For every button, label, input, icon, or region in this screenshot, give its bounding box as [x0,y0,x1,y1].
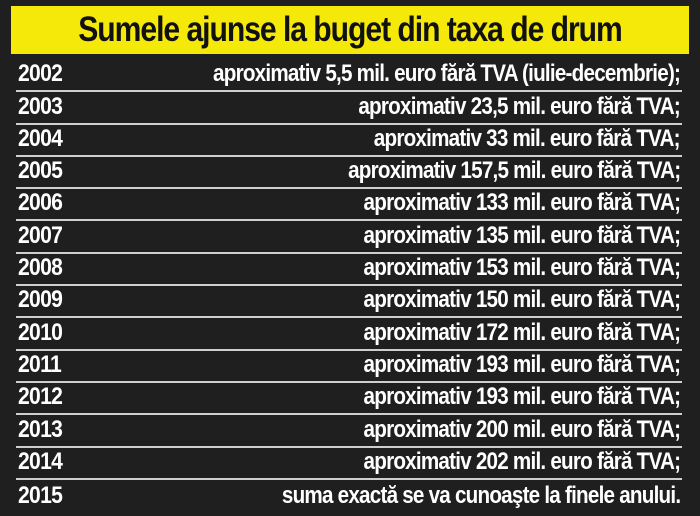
list-item: 2009 aproximativ 150 mil. euro fără TVA; [16,286,682,319]
revenue-list: 2002 aproximativ 5,5 mil. euro fără TVA … [16,60,682,512]
list-item: 2008 aproximativ 153 mil. euro fără TVA; [16,254,682,287]
list-item: 2007 aproximativ 135 mil. euro fără TVA; [16,221,682,254]
amount-text: aproximativ 157,5 mil. euro fără TVA; [347,157,681,185]
amount-text: aproximativ 193 mil. euro fără TVA; [363,350,680,378]
amount-text: suma exactă se va cunoaşte la finele anu… [281,482,681,510]
amount-text: aproximativ 135 mil. euro fără TVA; [363,221,680,249]
list-item: 2003 aproximativ 23,5 mil. euro fără TVA… [16,92,682,125]
amount-text: aproximativ 23,5 mil. euro fără TVA; [358,92,680,120]
year-label: 2013 [18,415,63,443]
year-label: 2012 [18,383,63,411]
year-label: 2003 [18,92,63,120]
year-label: 2004 [18,124,63,152]
amount-text: aproximativ 133 mil. euro fără TVA; [363,189,680,217]
list-item: 2013 aproximativ 200 mil. euro fără TVA; [16,415,682,448]
amount-text: aproximativ 200 mil. euro fără TVA; [363,415,680,443]
list-item: 2011 aproximativ 193 mil. euro fără TVA; [16,351,682,383]
year-label: 2015 [18,482,63,510]
amount-text: aproximativ 202 mil. euro fără TVA; [363,447,680,475]
year-label: 2006 [18,189,63,217]
list-item: 2005 aproximativ 157,5 mil. euro fără TV… [16,157,682,190]
amount-text: aproximativ 150 mil. euro fără TVA; [363,286,680,314]
list-item: 2002 aproximativ 5,5 mil. euro fără TVA … [16,60,682,93]
amount-text: aproximativ 172 mil. euro fără TVA; [363,318,680,346]
year-label: 2007 [18,221,63,249]
amount-text: aproximativ 5,5 mil. euro fără TVA (iuli… [212,60,681,88]
list-item: 2010 aproximativ 172 mil. euro fără TVA; [16,318,682,351]
list-item: 2015 suma exactă se va cunoaşte la finel… [16,480,682,512]
year-label: 2011 [18,350,62,378]
year-label: 2010 [18,318,63,346]
list-item: 2012 aproximativ 193 mil. euro fără TVA; [16,383,682,416]
list-item: 2006 aproximativ 133 mil. euro fără TVA; [16,189,682,222]
year-label: 2002 [18,60,63,88]
list-item: 2014 aproximativ 202 mil. euro fără TVA; [16,448,682,480]
amount-text: aproximativ 33 mil. euro fără TVA; [374,124,681,152]
year-label: 2009 [18,286,63,314]
amount-text: aproximativ 193 mil. euro fără TVA; [363,383,680,411]
year-label: 2014 [18,447,63,475]
page-title: Sumele ajunse la buget din taxa de drum [78,10,623,49]
list-item: 2004 aproximativ 33 mil. euro fără TVA; [16,125,682,157]
title-bar: Sumele ajunse la buget din taxa de drum [11,6,689,54]
amount-text: aproximativ 153 mil. euro fără TVA; [363,254,680,282]
year-label: 2008 [18,254,63,282]
year-label: 2005 [18,157,63,185]
